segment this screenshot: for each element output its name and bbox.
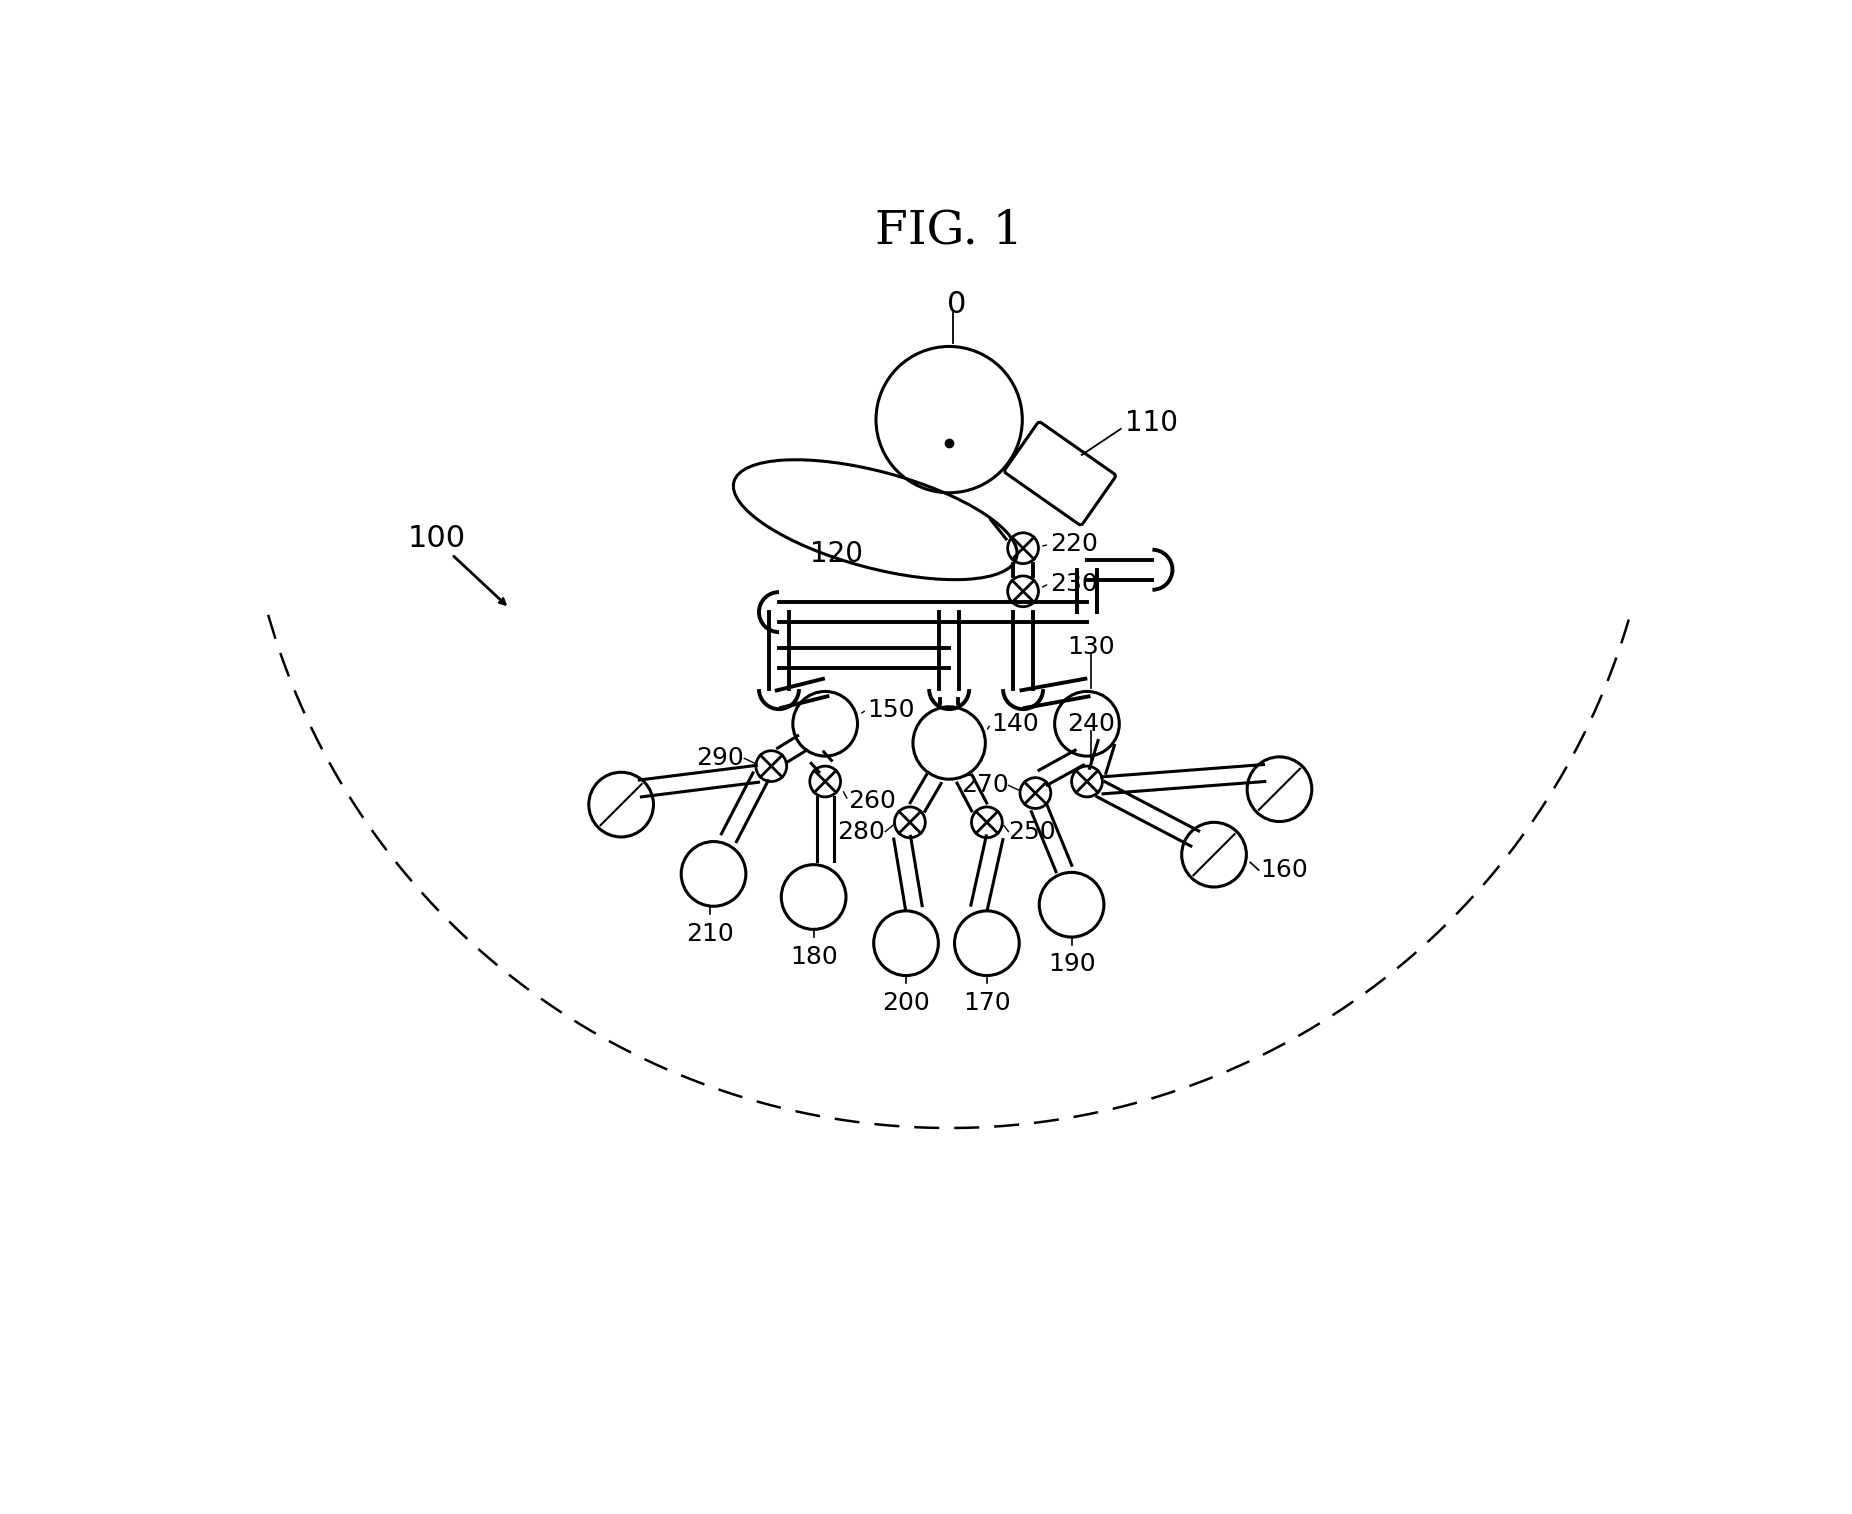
Text: 130: 130 <box>1067 634 1115 659</box>
Text: FIG. 1: FIG. 1 <box>876 209 1022 253</box>
Text: 150: 150 <box>867 698 915 722</box>
Text: 220: 220 <box>1050 533 1098 556</box>
Text: 280: 280 <box>837 819 885 843</box>
Text: 200: 200 <box>882 992 930 1014</box>
Text: 290: 290 <box>696 746 745 771</box>
Text: 100: 100 <box>407 524 465 554</box>
Text: 120: 120 <box>809 540 863 568</box>
Text: 170: 170 <box>963 992 1011 1014</box>
Text: 180: 180 <box>789 945 837 969</box>
Text: 250: 250 <box>1009 819 1056 843</box>
Text: 190: 190 <box>1048 952 1095 977</box>
Text: 270: 270 <box>961 774 1009 798</box>
Text: 110: 110 <box>1126 409 1178 438</box>
Text: 260: 260 <box>848 789 896 813</box>
Text: 140: 140 <box>991 712 1039 736</box>
Text: 240: 240 <box>1067 712 1115 736</box>
Text: 210: 210 <box>685 922 733 946</box>
Text: 160: 160 <box>1259 858 1308 883</box>
Text: 0: 0 <box>946 289 967 318</box>
Text: 230: 230 <box>1050 572 1098 595</box>
